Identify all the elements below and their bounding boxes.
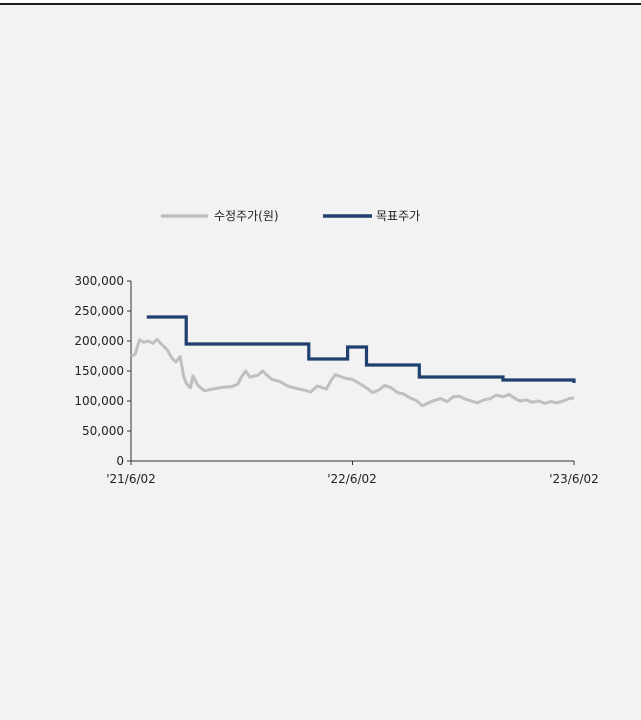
legend-label-adjusted-price: 수정주가(원)	[214, 209, 279, 223]
y-tick-label: 200,000	[74, 334, 124, 348]
legend: 수정주가(원) 목표주가	[161, 209, 420, 223]
series-line-adjusted-price	[130, 337, 575, 408]
chart-panel	[0, 5, 641, 720]
legend-label-target-price: 목표주가	[376, 209, 420, 223]
y-tick-label: 100,000	[74, 394, 124, 408]
y-tick-label: 50,000	[82, 424, 124, 438]
x-tick-label: '21/6/02	[106, 472, 156, 486]
y-tick-label: 250,000	[74, 304, 124, 318]
y-axis: 0 50,000 100,000 150,000 200,000 250,000 300,0…	[74, 274, 132, 468]
top-rule	[0, 3, 641, 5]
y-tick-label: 0	[116, 454, 124, 468]
x-tick-label: '22/6/02	[327, 472, 377, 486]
series-line-target-price	[146, 315, 576, 383]
y-tick-label: 150,000	[74, 364, 124, 378]
series-layer	[130, 315, 576, 408]
x-axis	[130, 460, 575, 465]
y-tick-label: 300,000	[74, 274, 124, 288]
x-tick-label: '23/6/02	[549, 472, 599, 486]
